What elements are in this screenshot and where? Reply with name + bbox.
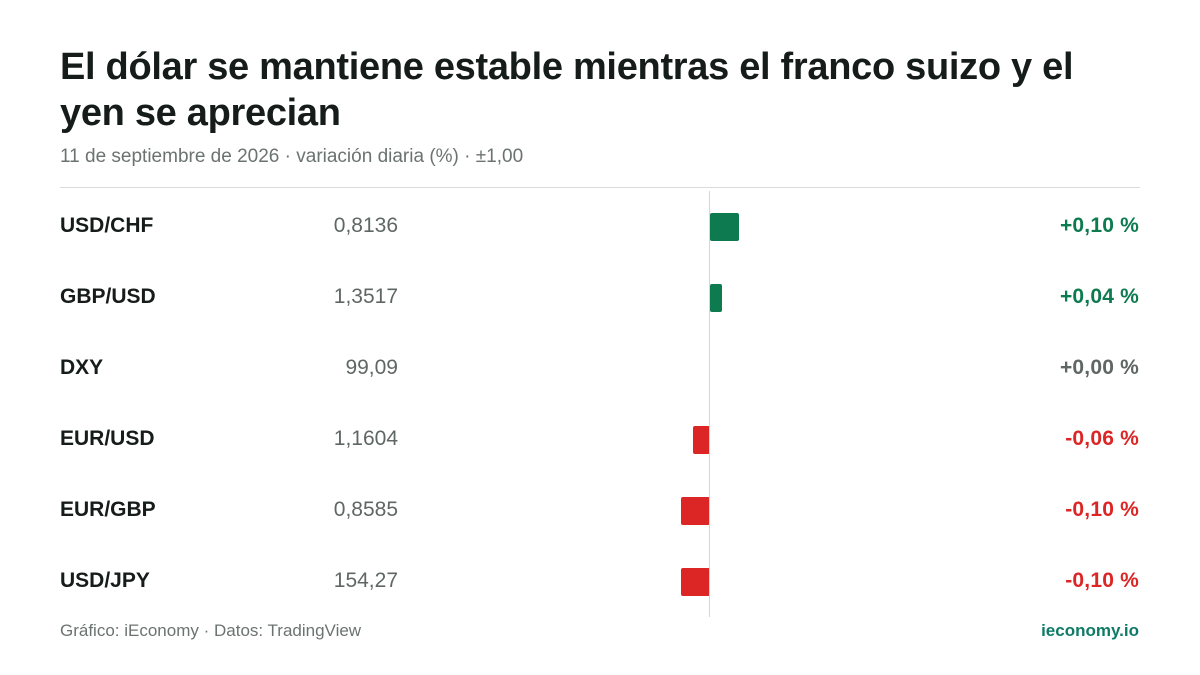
chart-title: El dólar se mantiene estable mientras el… — [60, 46, 1074, 134]
price-value: 99,09 — [345, 356, 398, 379]
change-label: +0,10 % — [1059, 214, 1139, 237]
change-label: -0,10 % — [1065, 498, 1139, 521]
table-row: EUR/GBP 0,8585 -0,10 % — [0, 475, 1200, 545]
pair-label: USD/CHF — [60, 214, 154, 237]
change-label: -0,06 % — [1065, 427, 1139, 450]
price-value: 0,8136 — [333, 214, 398, 237]
pair-label: GBP/USD — [60, 285, 156, 308]
pair-label: EUR/GBP — [60, 498, 156, 521]
change-bar — [710, 284, 722, 312]
pair-label: DXY — [60, 356, 104, 379]
price-value: 1,1604 — [333, 427, 398, 450]
table-row: USD/CHF 0,8136 +0,10 % — [0, 191, 1200, 261]
table-row: DXY 99,09 +0,00 % — [0, 333, 1200, 403]
price-value: 1,3517 — [333, 285, 398, 308]
change-bar — [710, 213, 739, 241]
change-bar — [692, 426, 710, 454]
price-value: 154,27 — [333, 569, 398, 592]
change-label: -0,10 % — [1065, 569, 1139, 592]
change-label: +0,00 % — [1059, 356, 1139, 379]
brand-link[interactable]: ieconomy.io — [1041, 621, 1139, 640]
header-divider — [60, 187, 1140, 188]
chart-subtitle: 11 de septiembre de 2026 · variación dia… — [60, 146, 524, 167]
pair-label: USD/JPY — [60, 569, 150, 592]
zero-axis-line — [709, 191, 710, 617]
change-bar — [681, 568, 710, 596]
table-row: USD/JPY 154,27 -0,10 % — [0, 546, 1200, 616]
change-bar — [681, 497, 710, 525]
change-label: +0,04 % — [1059, 285, 1139, 308]
table-row: EUR/USD 1,1604 -0,06 % — [0, 404, 1200, 474]
pair-label: EUR/USD — [60, 427, 155, 450]
table-row: GBP/USD 1,3517 +0,04 % — [0, 262, 1200, 332]
price-value: 0,8585 — [333, 498, 398, 521]
source-credit: Gráfico: iEconomy · Datos: TradingView — [60, 621, 362, 640]
